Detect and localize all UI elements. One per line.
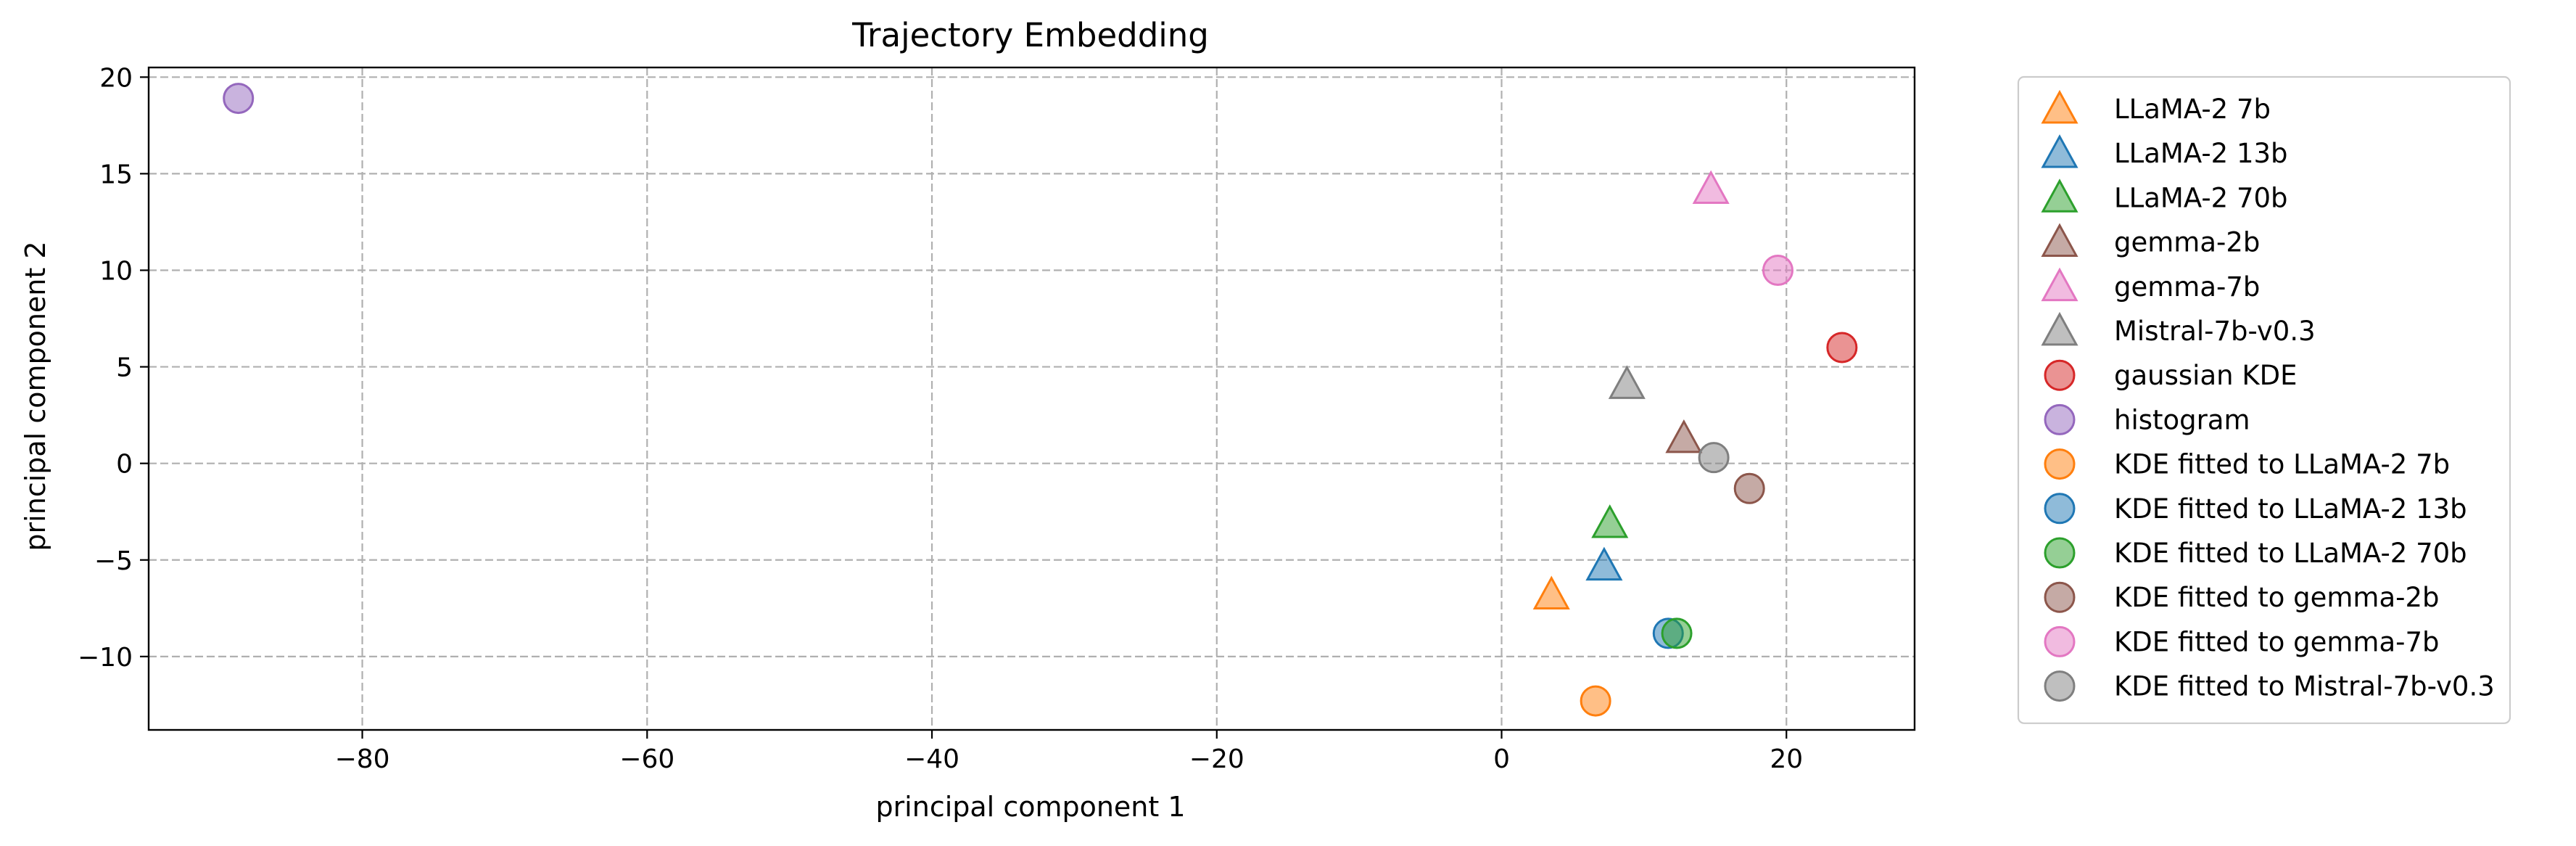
legend-circle-marker (2044, 581, 2076, 613)
circle-point (1826, 332, 1858, 364)
y-tick-label: 10 (99, 256, 133, 286)
legend-triangle-marker (2041, 178, 2078, 213)
plot-frame (147, 66, 1916, 731)
legend-label: KDE fitted to gemma-7b (2114, 626, 2440, 657)
legend-label: KDE fitted to gemma-2b (2114, 582, 2440, 613)
y-tick-label: −10 (78, 643, 133, 673)
legend-item: LLaMA-2 7b (2041, 89, 2271, 125)
legend-label: LLaMA-2 13b (2114, 138, 2288, 169)
legend-label: LLaMA-2 70b (2114, 182, 2288, 213)
legend-item: KDE fitted to LLaMA-2 7b (2044, 448, 2450, 480)
triangle-point (1608, 365, 1646, 399)
legend-triangle-marker (2041, 89, 2078, 124)
legend-item: KDE fitted to LLaMA-2 13b (2044, 493, 2467, 525)
legend-item: gaussian KDE (2044, 359, 2297, 391)
y-tick-label: −5 (94, 546, 133, 576)
legend-item: histogram (2044, 403, 2250, 435)
legend-circle-marker (2044, 493, 2076, 525)
circle-point (1580, 685, 1611, 717)
circle-point (1733, 472, 1765, 504)
legend-label: KDE fitted to LLaMA-2 70b (2114, 538, 2467, 569)
triangle-point (1692, 170, 1730, 205)
legend-label: LLaMA-2 7b (2114, 94, 2271, 125)
legend-label: gaussian KDE (2114, 360, 2297, 391)
circle-point (1762, 254, 1793, 286)
legend-items: LLaMA-2 7b LLaMA-2 13b LLaMA-2 70b gemma-2b… (2041, 89, 2495, 702)
y-tick-label: 20 (99, 63, 133, 93)
chart-title: Trajectory Embedding (851, 16, 1209, 54)
legend-circle-marker (2044, 359, 2076, 391)
x-tick-label: −20 (1189, 744, 1244, 774)
y-axis-ticks: −10 −5 0 5 10 15 20 (78, 63, 149, 673)
legend-triangle-marker (2041, 267, 2078, 302)
legend-circle-marker (2044, 625, 2076, 657)
legend-label: gemma-7b (2114, 271, 2260, 303)
legend-item: LLaMA-2 70b (2041, 178, 2288, 213)
triangle-point (1591, 504, 1629, 538)
x-tick-label: −60 (619, 744, 674, 774)
legend-triangle-marker (2041, 134, 2078, 168)
circle-point (223, 83, 255, 115)
y-tick-label: 0 (116, 450, 133, 480)
legend-circle-marker (2044, 670, 2076, 702)
x-tick-label: 0 (1493, 744, 1510, 774)
x-tick-label: −40 (904, 744, 959, 774)
legend-item: KDE fitted to Mistral-7b-v0.3 (2044, 670, 2495, 702)
y-axis-label: principal component 2 (20, 241, 51, 551)
triangle-point (1665, 419, 1703, 453)
legend-label: KDE fitted to LLaMA-2 7b (2114, 449, 2450, 480)
x-tick-label: −80 (335, 744, 390, 774)
legend-circle-marker (2044, 403, 2076, 435)
data-points (223, 83, 1858, 717)
circle-point (1661, 617, 1693, 649)
legend-item: gemma-7b (2041, 267, 2260, 303)
legend-triangle-marker (2041, 311, 2078, 346)
legend-item: KDE fitted to LLaMA-2 70b (2044, 537, 2467, 569)
grid-lines (149, 67, 1915, 730)
legend-label: histogram (2114, 404, 2250, 435)
legend-label: Mistral-7b-v0.3 (2114, 316, 2316, 347)
legend-item: LLaMA-2 13b (2041, 134, 2288, 169)
legend-item: KDE fitted to gemma-2b (2044, 581, 2440, 613)
legend-item: Mistral-7b-v0.3 (2041, 311, 2316, 347)
x-axis-label: principal component 1 (875, 791, 1185, 823)
circle-point (1698, 442, 1730, 474)
x-tick-label: 20 (1770, 744, 1803, 774)
triangle-point (1585, 546, 1623, 581)
legend-label: KDE fitted to LLaMA-2 13b (2114, 493, 2467, 525)
legend-box (2017, 75, 2511, 724)
legend-triangle-marker (2041, 223, 2078, 257)
legend-item: gemma-2b (2041, 223, 2260, 258)
legend-circle-marker (2044, 537, 2076, 569)
x-axis-ticks: −80 −60 −40 −20 0 20 (335, 730, 1803, 774)
triangle-point (1532, 575, 1570, 610)
y-tick-label: 15 (99, 160, 133, 189)
y-tick-label: 5 (116, 353, 133, 383)
legend-label: gemma-2b (2114, 227, 2260, 258)
legend-label: KDE fitted to Mistral-7b-v0.3 (2114, 671, 2495, 702)
legend: LLaMA-2 7b LLaMA-2 13b LLaMA-2 70b gemma-2b… (2017, 75, 2511, 724)
legend-item: KDE fitted to gemma-7b (2044, 625, 2440, 657)
legend-circle-marker (2044, 448, 2076, 480)
